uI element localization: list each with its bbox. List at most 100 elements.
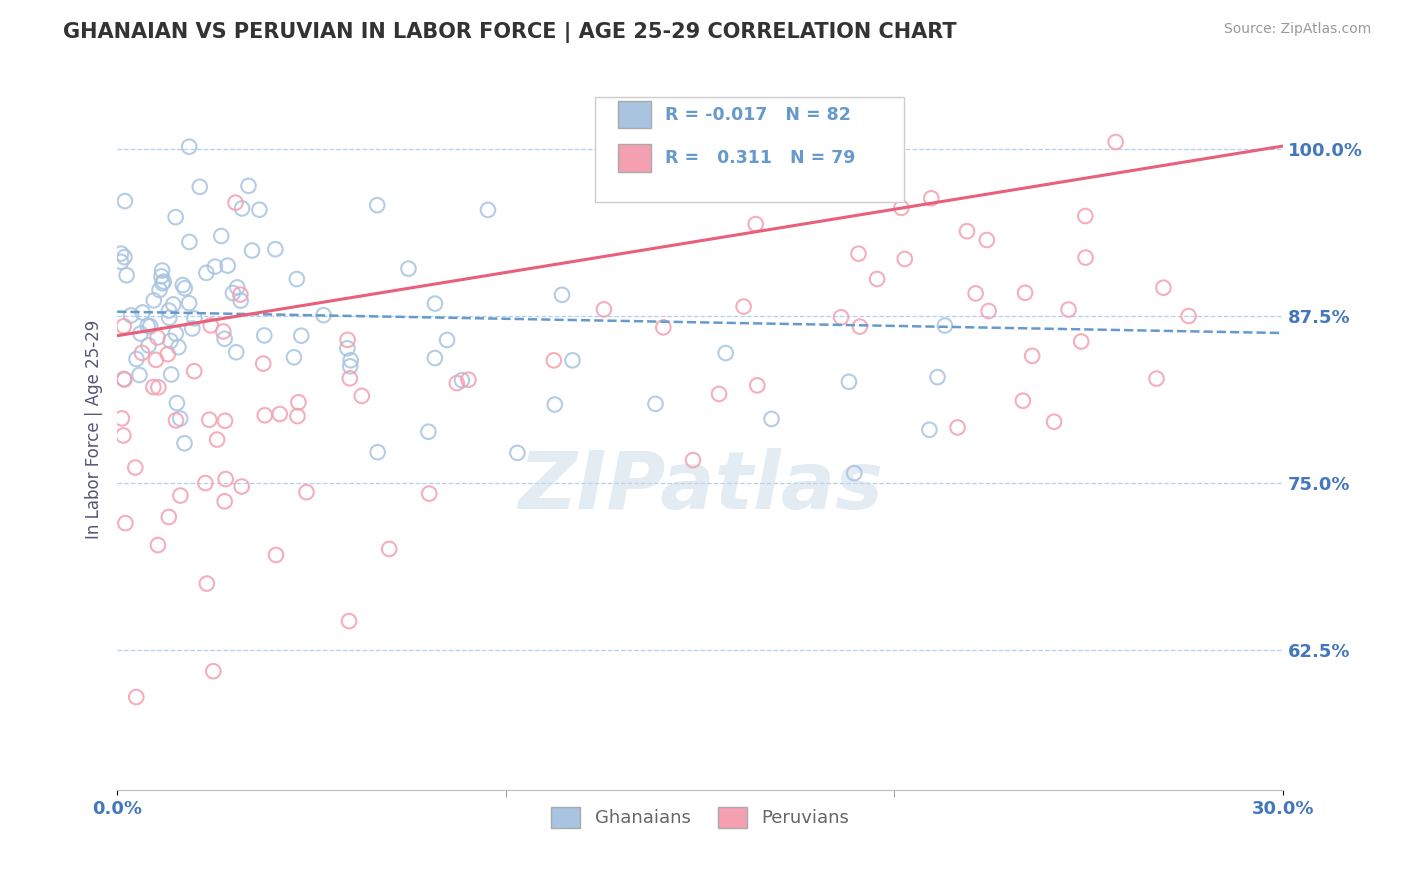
- Point: [156, 347, 179, 361]
- Point: [112, 372, 135, 386]
- Point: [436, 333, 458, 347]
- Point: [247, 202, 270, 217]
- Point: [195, 576, 218, 591]
- Point: [1014, 285, 1036, 300]
- Point: [848, 246, 870, 260]
- Point: [367, 445, 389, 459]
- Point: [893, 252, 915, 266]
- Point: [214, 332, 236, 346]
- Point: [110, 246, 132, 260]
- Point: [215, 472, 238, 486]
- Point: [451, 373, 474, 387]
- Point: [652, 320, 675, 334]
- Point: [934, 318, 956, 333]
- Point: [231, 479, 253, 493]
- Point: [124, 460, 146, 475]
- Point: [183, 364, 205, 378]
- Point: [1177, 309, 1199, 323]
- Point: [222, 286, 245, 301]
- Point: [212, 325, 235, 339]
- Point: [112, 428, 135, 442]
- Point: [120, 309, 142, 323]
- Point: [148, 380, 170, 394]
- Text: ZIPatlas: ZIPatlas: [517, 448, 883, 526]
- Point: [830, 310, 852, 325]
- Point: [339, 371, 361, 385]
- Point: [252, 357, 274, 371]
- Point: [707, 387, 730, 401]
- Point: [1104, 135, 1126, 149]
- Point: [714, 346, 737, 360]
- Point: [229, 293, 252, 308]
- Point: [264, 548, 287, 562]
- Point: [761, 412, 783, 426]
- Point: [165, 326, 187, 341]
- Point: [114, 250, 136, 264]
- Point: [238, 178, 260, 193]
- Point: [167, 340, 190, 354]
- Point: [1070, 334, 1092, 349]
- Point: [418, 425, 440, 439]
- Text: R = -0.017   N = 82: R = -0.017 N = 82: [665, 105, 851, 124]
- Point: [946, 420, 969, 434]
- Point: [733, 300, 755, 314]
- Point: [110, 255, 132, 269]
- Point: [965, 286, 987, 301]
- Point: [188, 179, 211, 194]
- Point: [217, 259, 239, 273]
- Point: [1152, 281, 1174, 295]
- Point: [1043, 415, 1066, 429]
- Point: [1012, 393, 1035, 408]
- Point: [418, 486, 440, 500]
- Point: [112, 373, 135, 387]
- Point: [593, 302, 616, 317]
- Point: [111, 411, 134, 425]
- Point: [181, 321, 204, 335]
- Point: [423, 296, 446, 310]
- Point: [866, 272, 889, 286]
- Point: [150, 269, 173, 284]
- Point: [287, 395, 309, 409]
- Point: [290, 328, 312, 343]
- Point: [457, 373, 479, 387]
- Point: [918, 423, 941, 437]
- Point: [160, 368, 183, 382]
- Legend: Ghanaians, Peruvians: Ghanaians, Peruvians: [544, 800, 856, 835]
- Point: [838, 375, 860, 389]
- Y-axis label: In Labor Force | Age 25-29: In Labor Force | Age 25-29: [86, 319, 103, 539]
- Point: [162, 297, 184, 311]
- Point: [1146, 371, 1168, 385]
- Point: [138, 338, 160, 352]
- Point: [378, 541, 401, 556]
- Point: [337, 614, 360, 628]
- Point: [849, 319, 872, 334]
- Point: [179, 139, 201, 153]
- Point: [177, 296, 200, 310]
- Point: [287, 409, 309, 424]
- Point: [142, 293, 165, 308]
- Point: [226, 280, 249, 294]
- Point: [150, 263, 173, 277]
- Point: [214, 414, 236, 428]
- Point: [183, 311, 205, 326]
- Point: [146, 330, 169, 344]
- Point: [157, 510, 180, 524]
- Point: [253, 409, 276, 423]
- Point: [172, 278, 194, 293]
- Point: [1074, 251, 1097, 265]
- Point: [152, 275, 174, 289]
- Point: [157, 303, 180, 318]
- FancyBboxPatch shape: [595, 97, 904, 202]
- Point: [1074, 209, 1097, 223]
- Point: [114, 194, 136, 208]
- Point: [205, 433, 228, 447]
- Point: [209, 229, 232, 244]
- Point: [129, 326, 152, 341]
- Text: R =   0.311   N = 79: R = 0.311 N = 79: [665, 149, 855, 167]
- Point: [747, 378, 769, 392]
- Point: [561, 353, 583, 368]
- Point: [295, 485, 318, 500]
- Point: [976, 233, 998, 247]
- Point: [200, 318, 222, 333]
- Point: [159, 334, 181, 348]
